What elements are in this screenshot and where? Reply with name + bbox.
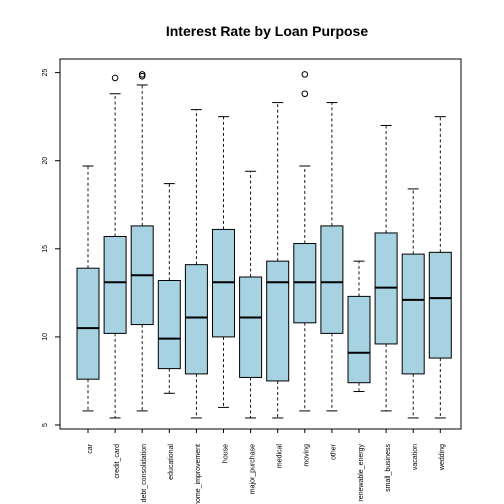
x-tick-label: educational xyxy=(168,444,175,480)
box-educational xyxy=(157,183,181,394)
x-tick-label: medical xyxy=(277,444,284,469)
iqr-box xyxy=(76,267,100,380)
outlier-point xyxy=(301,90,309,98)
y-axis: 5 10 15 20 25 xyxy=(42,69,60,427)
iqr-box xyxy=(239,276,263,378)
box-renewable_energy xyxy=(347,260,371,393)
box-small_business xyxy=(374,124,398,412)
box-wedding xyxy=(428,116,452,419)
y-tick-label: 5 xyxy=(42,423,49,427)
outlier-point xyxy=(301,71,309,78)
x-tick-label: wedding xyxy=(439,444,446,471)
box-house xyxy=(212,116,235,408)
box-other xyxy=(320,102,344,412)
iqr-box xyxy=(428,251,452,359)
y-tick-label: 25 xyxy=(42,69,49,77)
y-tick-label: 15 xyxy=(42,245,49,253)
y-tick-label: 20 xyxy=(42,157,49,165)
box-vacation xyxy=(401,188,425,419)
box-moving xyxy=(293,71,317,412)
iqr-box xyxy=(401,253,425,375)
iqr-box xyxy=(266,260,290,382)
boxes-group xyxy=(76,71,452,419)
iqr-box xyxy=(157,280,181,370)
x-tick-label: major_purchase xyxy=(249,444,256,494)
iqr-box xyxy=(347,295,371,384)
outlier-point xyxy=(111,74,119,82)
x-tick-label: renewable_energy xyxy=(358,444,365,502)
x-tick-label: credit_card xyxy=(114,444,121,479)
outlier-point xyxy=(138,71,146,78)
box-major_purchase xyxy=(239,170,263,419)
x-tick-label: small_business xyxy=(385,444,392,492)
x-tick-label: car xyxy=(87,443,94,453)
x-tick-label: moving xyxy=(304,444,311,467)
box-medical xyxy=(266,102,290,419)
iqr-box xyxy=(320,225,344,334)
box-debt_consolidation xyxy=(130,71,154,412)
iqr-box xyxy=(103,235,127,334)
iqr-box xyxy=(184,264,208,375)
box-car xyxy=(76,165,100,412)
y-tick-label: 10 xyxy=(42,333,49,341)
x-tick-label: house xyxy=(222,444,229,463)
x-tick-label: debt_consolidation xyxy=(141,444,148,502)
box-home_improvement xyxy=(184,109,208,419)
chart-title: Interest Rate by Loan Purpose xyxy=(166,23,368,39)
x-tick-label: home_improvement xyxy=(195,444,202,504)
plot-frame xyxy=(59,58,462,430)
box-credit_card xyxy=(103,74,127,419)
x-axis: car credit_card debt_consolidation educatio… xyxy=(87,429,446,504)
x-tick-label: vacation xyxy=(412,444,419,470)
x-tick-label: other xyxy=(331,443,338,460)
outlier-point xyxy=(138,72,146,80)
